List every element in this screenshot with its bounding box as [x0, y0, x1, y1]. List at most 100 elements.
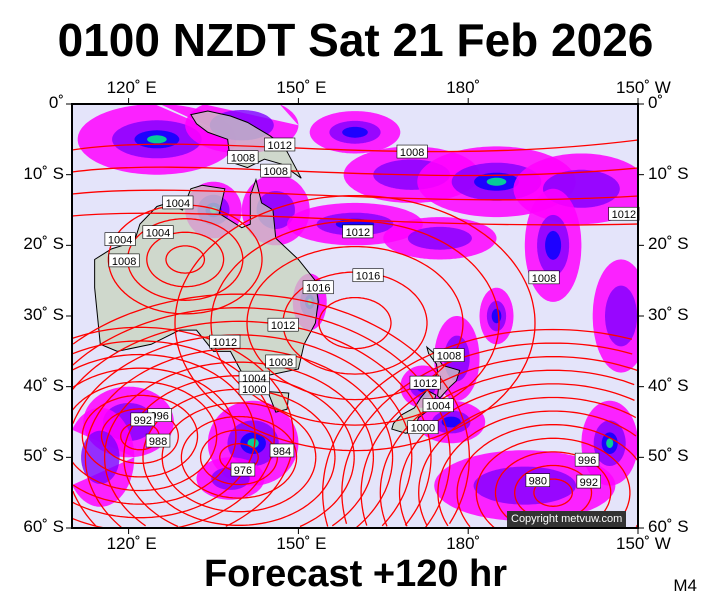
isobar-label-text: 1008	[112, 256, 136, 268]
isobar-label-text: 1008	[532, 273, 556, 285]
isobar-label: 992	[130, 412, 155, 427]
isobar-label: 1012	[342, 224, 374, 239]
lon-label-top: 150˚ W	[616, 78, 671, 97]
isobar-label-text: 1016	[356, 271, 380, 283]
lon-label-top: 120˚ E	[106, 78, 157, 97]
isobar-label-text: 1004	[108, 235, 132, 247]
isobar-label-box	[264, 137, 296, 152]
isobar-label: 1016	[352, 268, 384, 283]
isobar-label: 976	[230, 462, 256, 477]
isobar-label-box	[407, 420, 439, 434]
isobar-label-box	[227, 150, 259, 165]
isobar-label-box	[269, 443, 295, 458]
isobar-label-text: 976	[234, 465, 252, 477]
isobar-label-box	[608, 206, 640, 221]
isobar-label-text: 996	[578, 455, 596, 467]
isobar-label-text: 980	[529, 476, 547, 488]
isobar-label-text: 992	[580, 477, 598, 489]
isobar-line	[142, 388, 336, 526]
isobar-label: 1012	[209, 334, 241, 349]
isobar-label-box	[108, 253, 140, 268]
model-label: M4	[673, 576, 697, 595]
rain-area	[473, 466, 576, 505]
isobar-line	[533, 478, 573, 507]
isobar-label-text: 1004	[146, 228, 170, 240]
isobar-label-box	[104, 232, 136, 246]
isobar-label: 980	[525, 473, 551, 488]
isobar-label-box	[409, 375, 441, 390]
isobar-label: 1012	[264, 137, 296, 152]
rain-area	[72, 407, 135, 507]
isobar-label: 1000	[238, 381, 270, 396]
rain-area	[441, 416, 461, 428]
isobar-label-text: 1012	[346, 227, 370, 239]
isobar-label: 1012	[267, 317, 299, 332]
rain-area	[605, 285, 637, 347]
isobar-label-box	[162, 195, 194, 210]
isobar-label-text: 996	[151, 411, 169, 423]
isobar-label: 984	[269, 443, 295, 458]
isobar-line	[174, 194, 536, 452]
lat-label-right: 30˚ S	[648, 305, 689, 324]
copyright-notice: Copyright metvuw.com	[507, 511, 627, 527]
isobar-label-box	[576, 474, 601, 489]
lon-label-top: 180˚	[446, 78, 481, 97]
isobar-label-text: 1016	[306, 283, 330, 295]
isobar-label-text: 1000	[242, 384, 266, 396]
isobar-label: 1008	[433, 348, 465, 363]
rain-area	[545, 230, 562, 260]
lat-label-left: 20˚ S	[23, 234, 64, 254]
isobar-label-box	[302, 280, 334, 295]
isobar-label-box	[209, 334, 241, 349]
isobar-label-box	[142, 225, 174, 239]
isobar-label: 992	[576, 474, 601, 489]
isobar-line	[84, 347, 394, 528]
isobar-label-box	[433, 348, 465, 362]
isobar-line	[72, 334, 413, 527]
isobar-label: 996	[574, 452, 600, 467]
isobar-line	[146, 231, 225, 288]
isobar-label: 1004	[162, 195, 194, 210]
isobar-label-box	[238, 381, 270, 396]
rain-area	[247, 438, 259, 448]
rain-area	[486, 177, 507, 186]
isobar-line	[379, 369, 635, 527]
lat-label-right: 0˚	[648, 93, 664, 112]
isobar-label: 1008	[227, 150, 259, 165]
isobar-label-box	[525, 473, 551, 487]
lon-label-top: 150˚ E	[276, 78, 327, 97]
isobar-label-text: 1012	[267, 140, 291, 152]
isobar-label: 1004	[104, 232, 136, 247]
isobar-label: 1016	[302, 280, 334, 295]
isobar-label-layer: 1012 1008 1008 1008 1004 1004 1004 1008 1012 1016…	[104, 137, 640, 489]
isobar-label-text: 1008	[231, 153, 255, 165]
isobar-line	[437, 410, 637, 527]
isobar-line	[318, 296, 392, 350]
isobar-label-text: 1012	[213, 337, 237, 349]
isobar-label-text: 1008	[437, 351, 461, 363]
isobar-line	[72, 166, 638, 177]
isobar-label-box	[574, 452, 600, 467]
isobar-label-text: 1000	[411, 423, 435, 435]
rain-area	[147, 135, 167, 144]
isobar-label: 1004	[142, 225, 174, 240]
lon-label-bottom: 120˚ E	[106, 534, 157, 553]
isobar-label-text: 1004	[426, 401, 450, 413]
isobar-label-box	[528, 270, 560, 285]
lat-label-left: 60˚ S	[23, 517, 64, 536]
isobar-label: 1008	[396, 144, 428, 159]
isobar-label-box	[267, 317, 299, 332]
isobar-label-box	[260, 163, 292, 178]
isobar-label-box	[422, 398, 454, 413]
isobar-label-text: 1008	[400, 147, 424, 159]
lat-label-left: 10˚ S	[23, 163, 64, 183]
isobar-line	[72, 307, 451, 528]
isobar-line	[107, 204, 263, 315]
isobar-label-box	[396, 144, 428, 159]
isobar-label-text: 1012	[612, 209, 636, 221]
isobar-line	[123, 375, 355, 528]
isobar-label-text: 984	[273, 446, 291, 458]
isobar-line	[161, 402, 317, 513]
isobar-line	[72, 139, 638, 153]
